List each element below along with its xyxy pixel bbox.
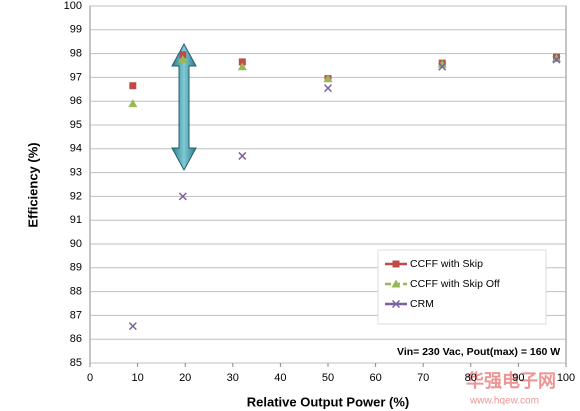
marker [551,53,561,62]
y-tick-label: 89 [70,262,82,274]
marker [238,58,246,66]
y-tick-label: 85 [70,357,82,369]
marker [179,51,187,59]
y-tick-label: 87 [70,309,82,321]
x-tick-label: 20 [179,372,191,384]
grid [89,5,567,367]
series-group [128,51,561,331]
y-tick-label: 86 [70,333,82,345]
y-tick-label: 97 [70,71,82,83]
marker [323,84,333,93]
watermark-url: www.hqew.com [469,396,539,407]
arrow [171,42,197,172]
marker [178,192,187,201]
legend-label: CRM [410,298,434,310]
y-tick-label: 100 [64,0,82,12]
y-tick-label: 94 [70,143,82,155]
legend [377,249,547,325]
y-tick-label: 90 [70,238,82,250]
x-tick-label: 60 [369,372,381,384]
y-tick-label: 95 [70,119,82,131]
x-tick-label: 80 [465,372,477,384]
x-tick-label: 10 [131,372,143,384]
marker [552,55,561,64]
x-tick-label: 0 [87,372,93,384]
x-tick-label: 50 [322,372,334,384]
x-tick-label: 90 [512,372,524,384]
marker [129,82,137,90]
y-tick-label: 91 [70,214,82,226]
marker [238,151,247,160]
y-tick-label: 99 [70,24,82,36]
legend-label: CCFF with Skip Off [410,278,500,290]
x-tick-label: 100 [557,372,575,384]
watermark: 华强电子网 [466,370,556,391]
y-tick-label: 92 [70,190,82,202]
annotation: Vin= 230 Vac, Pout(max) = 160 W [397,346,560,358]
x-tick-label: 30 [227,372,239,384]
x-tick-label: 70 [417,372,429,384]
y-tick-label: 93 [70,167,82,179]
y-tick-label: 88 [70,286,82,298]
marker [128,99,138,108]
marker [391,299,401,309]
marker [128,322,137,331]
marker [237,62,247,71]
marker [438,62,447,71]
x-axis-title: Relative Output Power (%) [247,394,410,409]
marker [437,59,447,68]
marker [392,260,400,268]
x-tick-label: 40 [274,372,286,384]
legend-label: CCFF with Skip [410,258,483,270]
legend-items: CCFF with Skip CCFF with Skip Off CRM [385,258,500,310]
y-tick-label: 98 [70,48,82,60]
marker [323,74,333,83]
marker [178,55,188,64]
marker [391,279,401,288]
y-tick-label: 96 [70,95,82,107]
y-axis-title: Efficiency (%) [25,142,40,227]
